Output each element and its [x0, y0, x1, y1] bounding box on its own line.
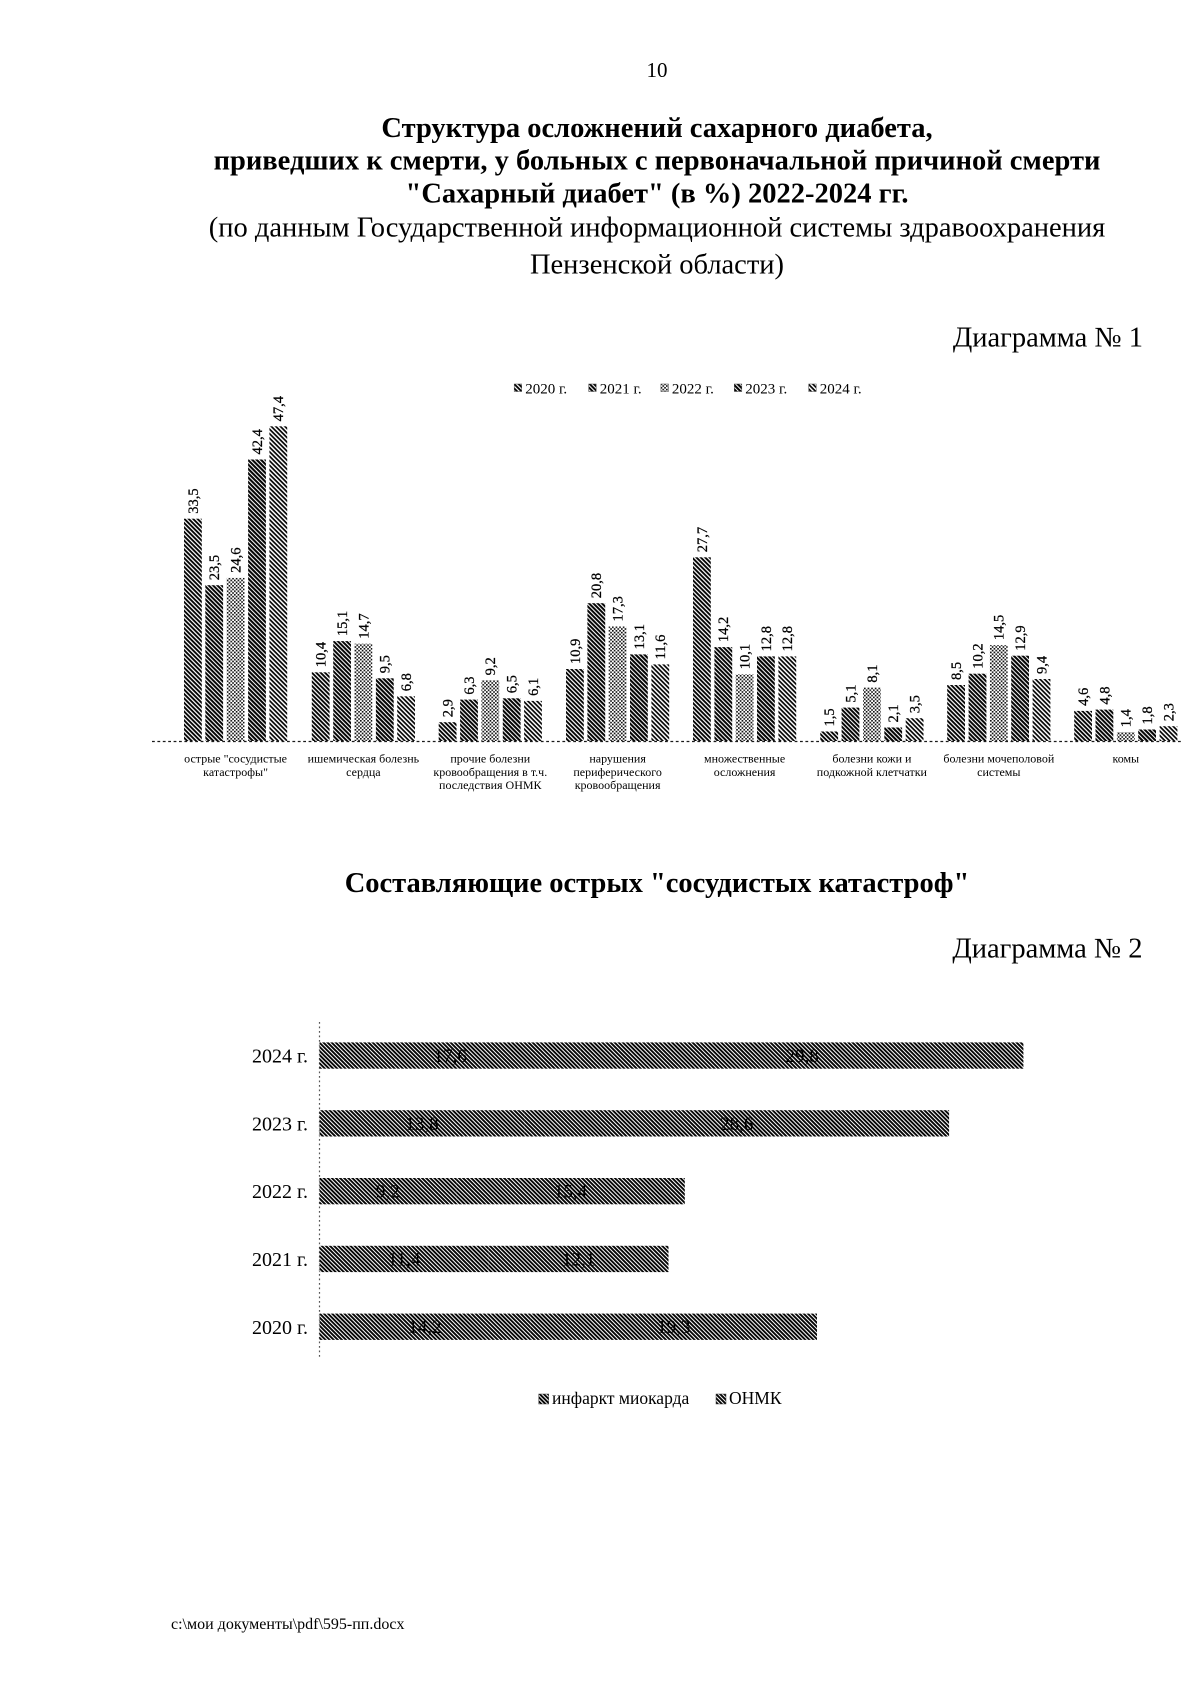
svg-text:2,3: 2,3 [1161, 703, 1177, 721]
svg-text:2024 г.: 2024 г. [820, 382, 862, 398]
svg-text:17,3: 17,3 [611, 596, 627, 621]
svg-text:24,6: 24,6 [229, 548, 245, 573]
svg-text:15,1: 15,1 [335, 611, 351, 636]
svg-text:14,2: 14,2 [716, 617, 732, 642]
svg-text:5,1: 5,1 [843, 684, 859, 702]
svg-text:12,1: 12,1 [562, 1250, 595, 1271]
svg-text:23,5: 23,5 [207, 555, 223, 580]
svg-text:с:\мои документы\pdf\595-пп.do: с:\мои документы\pdf\595-пп.docx [171, 1616, 404, 1633]
svg-text:4,8: 4,8 [1097, 686, 1113, 704]
svg-text:10,1: 10,1 [738, 644, 754, 669]
svg-text:14,7: 14,7 [356, 613, 372, 638]
svg-text:8,5: 8,5 [949, 662, 965, 680]
svg-text:20,8: 20,8 [589, 573, 605, 598]
svg-text:6,1: 6,1 [526, 678, 542, 696]
svg-text:9,4: 9,4 [1034, 655, 1050, 674]
svg-text:13,8: 13,8 [405, 1114, 438, 1135]
svg-text:3,5: 3,5 [908, 695, 924, 713]
svg-text:Составляющие острых "сосудисты: Составляющие острых "сосудистых катастро… [345, 868, 970, 899]
svg-text:9,5: 9,5 [378, 655, 394, 673]
svg-text:2023 г.: 2023 г. [252, 1113, 308, 1135]
svg-text:14,5: 14,5 [992, 615, 1008, 640]
svg-text:17,6: 17,6 [434, 1046, 467, 1067]
svg-text:11,6: 11,6 [653, 635, 669, 660]
svg-text:9,2: 9,2 [483, 657, 499, 675]
svg-text:2022 г.: 2022 г. [252, 1181, 308, 1203]
svg-text:10: 10 [647, 58, 668, 82]
svg-text:33,5: 33,5 [186, 488, 202, 513]
svg-text:12,9: 12,9 [1013, 625, 1029, 650]
svg-text:1,5: 1,5 [822, 708, 838, 726]
svg-text:6,8: 6,8 [399, 673, 415, 691]
svg-text:47,4: 47,4 [271, 395, 287, 421]
svg-text:2,1: 2,1 [886, 704, 902, 722]
svg-text:28,6: 28,6 [720, 1114, 753, 1135]
svg-text:инфаркт миокарда: инфаркт миокарда [552, 1388, 689, 1408]
svg-text:10,9: 10,9 [568, 639, 584, 664]
svg-text:6,5: 6,5 [505, 675, 521, 693]
svg-text:"Сахарный диабет" (в %) 2022-2: "Сахарный диабет" (в %) 2022-2024 гг. [406, 179, 909, 210]
svg-text:19,3: 19,3 [657, 1317, 690, 1338]
svg-text:11,4: 11,4 [388, 1250, 421, 1271]
svg-text:14,2: 14,2 [408, 1317, 441, 1338]
svg-text:Структура осложнений сахарного: Структура осложнений сахарного диабета, [381, 113, 932, 144]
svg-text:ОНМК: ОНМК [729, 1388, 782, 1408]
svg-text:2022 г.: 2022 г. [672, 382, 714, 398]
svg-text:(по данным Государственной инф: (по данным Государственной информационно… [209, 213, 1106, 244]
svg-text:комы: комы [1112, 752, 1139, 766]
svg-text:15,4: 15,4 [554, 1182, 588, 1203]
svg-text:1,8: 1,8 [1140, 706, 1156, 724]
svg-text:приведших к смерти, у больных: приведших к смерти, у больных с первонач… [214, 146, 1101, 177]
svg-text:Диаграмма № 2: Диаграмма № 2 [952, 934, 1142, 965]
svg-text:27,7: 27,7 [695, 527, 711, 552]
svg-text:2020 г.: 2020 г. [252, 1317, 308, 1339]
svg-text:4,6: 4,6 [1076, 688, 1092, 706]
svg-text:Диаграмма № 1: Диаграмма № 1 [953, 323, 1143, 354]
svg-text:10,2: 10,2 [970, 643, 986, 668]
svg-text:29,8: 29,8 [785, 1046, 818, 1067]
svg-text:9,2: 9,2 [376, 1182, 400, 1203]
svg-text:13,1: 13,1 [632, 624, 648, 649]
svg-text:6,3: 6,3 [462, 676, 478, 694]
svg-text:12,8: 12,8 [780, 626, 796, 651]
svg-text:42,4: 42,4 [250, 428, 266, 454]
svg-text:2024 г.: 2024 г. [252, 1046, 308, 1068]
svg-text:10,4: 10,4 [314, 641, 330, 667]
svg-text:2023 г.: 2023 г. [745, 382, 787, 398]
svg-text:2021 г.: 2021 г. [252, 1249, 308, 1271]
svg-text:2021 г.: 2021 г. [600, 382, 642, 398]
svg-text:12,8: 12,8 [759, 626, 775, 651]
svg-text:8,1: 8,1 [865, 664, 881, 682]
svg-text:2020 г.: 2020 г. [525, 382, 567, 398]
svg-text:2,9: 2,9 [441, 699, 457, 717]
svg-text:Пензенской области): Пензенской области) [530, 250, 784, 281]
svg-text:1,4: 1,4 [1119, 708, 1135, 727]
